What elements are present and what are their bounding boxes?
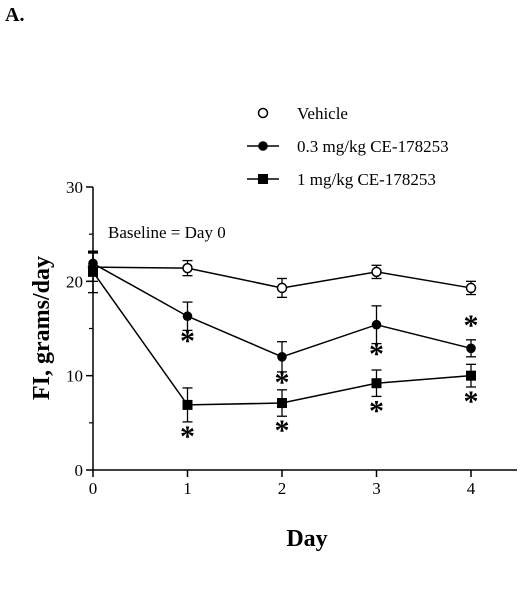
data-point	[182, 399, 193, 410]
x-tick-label: 4	[467, 479, 476, 498]
legend-label: Vehicle	[297, 104, 348, 123]
legend-marker	[257, 107, 269, 119]
data-point	[182, 262, 193, 274]
data-point	[371, 319, 382, 330]
axes: 0 10 20 30 0 1 2 3 4	[66, 178, 517, 498]
x-tick-label: 0	[89, 479, 98, 498]
data-point	[276, 282, 288, 294]
x-axis-label: Day	[286, 526, 327, 552]
y-tick-label: 0	[75, 461, 84, 480]
data-point	[371, 378, 382, 389]
data-point	[182, 311, 193, 322]
significance-asterisk: *	[275, 414, 290, 447]
data-point	[466, 343, 476, 354]
significance-asterisk: *	[180, 324, 195, 357]
series-3	[88, 250, 476, 423]
data-point	[465, 282, 477, 294]
significance-asterisk: *	[275, 366, 290, 399]
legend-marker	[258, 141, 268, 151]
significance-asterisk: *	[464, 385, 479, 418]
baseline-annotation: Baseline = Day 0	[108, 223, 226, 242]
y-tick-label: 30	[66, 178, 83, 197]
series-1	[87, 252, 477, 299]
series-2	[88, 251, 476, 373]
data-point	[277, 352, 287, 362]
legend-label: 0.3 mg/kg CE-178253	[297, 137, 449, 156]
legend-item: 1 mg/kg CE-178253	[247, 170, 436, 189]
significance-asterisk: *	[180, 420, 195, 453]
y-tick-label: 10	[66, 367, 83, 386]
y-axis-label: FI, grams/day	[29, 256, 55, 400]
x-tick-label: 2	[278, 479, 287, 498]
legend-label: 1 mg/kg CE-178253	[297, 170, 436, 189]
data-point	[466, 370, 476, 381]
significance-asterisk: *	[369, 394, 384, 427]
data-point	[371, 266, 382, 278]
series-layer: * * * * * * * *	[87, 250, 479, 453]
significance-asterisk: *	[369, 338, 384, 371]
data-point	[88, 266, 98, 277]
data-point	[277, 398, 287, 409]
panel-label: A.	[5, 4, 25, 26]
significance-asterisk: *	[464, 309, 479, 342]
legend-item: Vehicle	[257, 104, 348, 123]
x-tick-label: 1	[183, 479, 192, 498]
legend-item: 0.3 mg/kg CE-178253	[247, 137, 449, 156]
y-tick-label: 20	[66, 272, 83, 291]
legend-marker	[258, 174, 268, 184]
legend: Vehicle 0.3 mg/kg CE-178253 1 mg/kg CE-178…	[247, 104, 449, 189]
x-tick-label: 3	[372, 479, 381, 498]
